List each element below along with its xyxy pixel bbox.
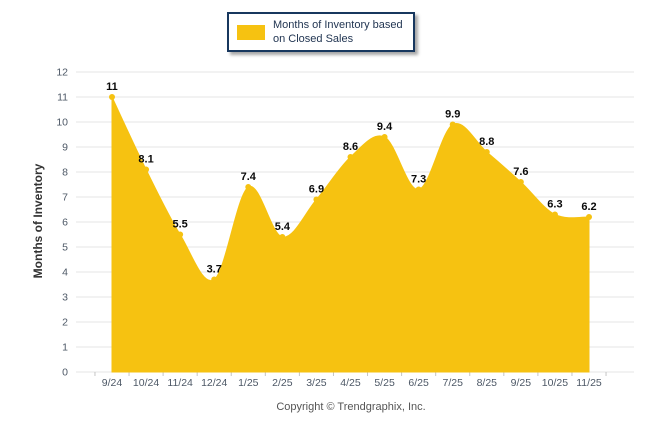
y-axis-tick-label: 9 (62, 142, 68, 154)
y-axis-tick-label: 7 (62, 192, 68, 204)
x-axis-tick-label: 4/25 (340, 377, 361, 389)
x-axis-tick-label: 9/25 (511, 377, 532, 389)
data-point-marker (415, 186, 422, 193)
y-axis-title: Months of Inventory (31, 163, 45, 279)
data-point-label: 6.3 (547, 199, 562, 211)
y-axis-tick-label: 1 (62, 342, 68, 354)
y-axis-tick-label: 10 (56, 117, 68, 129)
y-axis-tick-label: 4 (62, 267, 68, 279)
data-point-marker (211, 276, 218, 283)
data-point-marker (483, 149, 490, 155)
data-point-marker (517, 179, 524, 185)
x-axis-tick-label: 6/25 (408, 377, 429, 389)
y-axis-tick-label: 11 (57, 92, 68, 104)
y-axis-tick-label: 2 (62, 317, 68, 329)
x-axis-tick-label: 11/24 (167, 377, 193, 389)
y-axis-tick-label: 12 (56, 67, 68, 79)
data-point-marker (177, 231, 184, 238)
x-axis-tick-label: 1/25 (238, 377, 259, 389)
legend-series-swatch (237, 24, 265, 40)
data-point-label: 7.3 (411, 174, 426, 186)
x-axis-tick-label: 8/25 (477, 377, 498, 389)
x-axis-tick-label: 3/25 (306, 377, 327, 389)
data-point-label: 5.5 (172, 219, 187, 231)
copyright-text: Copyright © Trendgraphix, Inc. (276, 401, 426, 413)
data-point-marker (381, 134, 388, 140)
x-axis-tick-label: 10/25 (542, 377, 568, 389)
data-point-marker (551, 211, 558, 218)
x-axis-tick-label: 7/25 (442, 377, 463, 389)
data-point-marker (279, 234, 286, 240)
legend-label-line2: on Closed Sales (273, 33, 354, 45)
data-point-marker (347, 154, 354, 160)
x-axis-tick-label: 5/25 (374, 377, 395, 389)
chart-legend: Months of Inventory based on Closed Sale… (227, 12, 415, 52)
data-point-label: 11 (106, 81, 118, 93)
data-point-label: 8.8 (479, 136, 494, 148)
data-point-label: 7.4 (241, 171, 257, 183)
data-point-label: 6.2 (581, 201, 596, 213)
data-point-marker (449, 121, 456, 128)
data-point-marker (245, 184, 252, 190)
legend-label-line1: Months of Inventory based (273, 19, 403, 31)
x-axis-tick-label: 2/25 (272, 377, 293, 389)
data-point-marker (313, 196, 320, 203)
series-area (111, 96, 590, 373)
data-point-label: 8.6 (343, 141, 358, 153)
data-point-label: 8.1 (138, 154, 153, 166)
y-axis-tick-label: 5 (62, 242, 68, 254)
x-axis-tick-label: 12/24 (201, 377, 227, 389)
data-point-label: 5.4 (275, 221, 291, 233)
data-point-label: 9.9 (445, 109, 460, 121)
y-axis-tick-label: 6 (62, 217, 68, 229)
data-point-label: 6.9 (309, 184, 324, 196)
data-point-marker (109, 94, 115, 100)
y-axis-tick-label: 3 (62, 292, 68, 304)
data-point-label: 3.7 (207, 264, 222, 276)
y-axis-tick-label: 8 (62, 167, 68, 179)
x-axis-tick-label: 11/25 (576, 377, 602, 389)
data-point-label: 9.4 (377, 121, 393, 133)
data-point-marker (586, 214, 592, 220)
data-point-label: 7.6 (513, 166, 528, 178)
x-axis-tick-label: 9/24 (102, 377, 123, 389)
x-axis-tick-label: 10/24 (133, 377, 159, 389)
legend-series-label: Months of Inventory based on Closed Sale… (273, 18, 403, 46)
y-axis-tick-label: 0 (62, 367, 68, 379)
data-point-marker (143, 166, 150, 173)
